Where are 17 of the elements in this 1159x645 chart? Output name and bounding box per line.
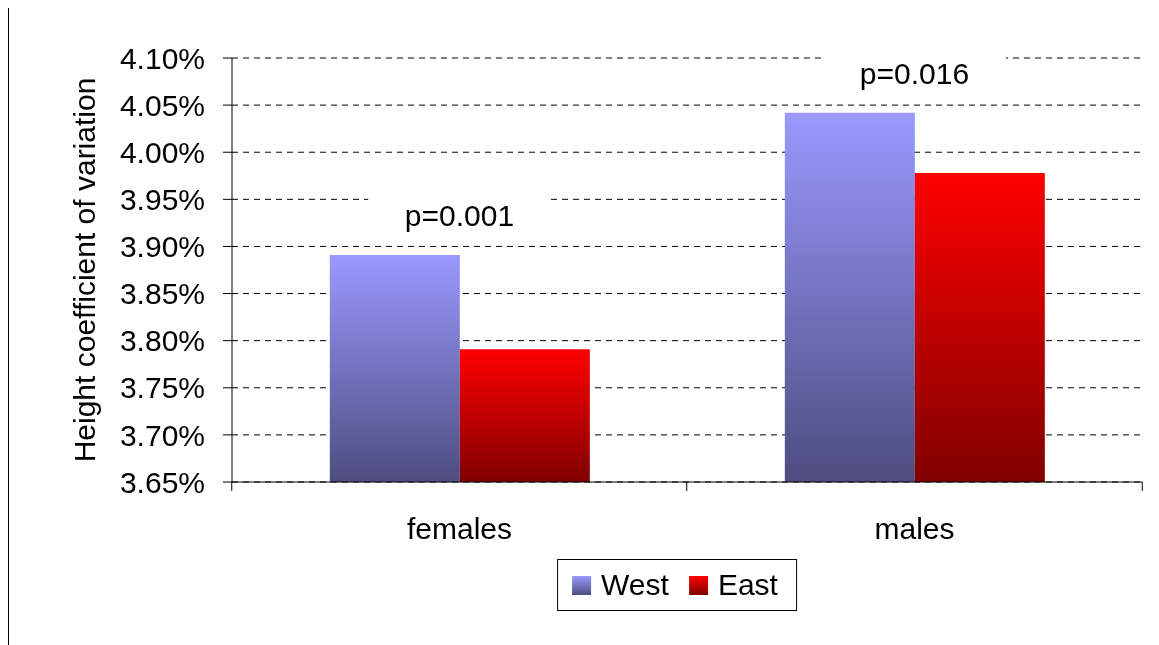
legend-label: West — [601, 567, 669, 603]
y-tick-label: 4.05% — [119, 88, 205, 122]
y-tick-label: 4.00% — [119, 135, 205, 169]
x-tick-label: males — [874, 511, 955, 545]
y-tick-label: 3.85% — [119, 277, 205, 311]
y-axis-title: Height coefficient of variation — [67, 77, 101, 463]
y-tick-label: 3.75% — [119, 371, 205, 405]
legend-label: East — [717, 567, 778, 603]
annotation: p=0.001 — [404, 198, 515, 232]
y-tick-label: 3.80% — [119, 324, 205, 358]
y-tick-label: 3.70% — [119, 418, 205, 452]
y-tick-label: 3.90% — [119, 230, 205, 264]
y-tick-label: 3.65% — [119, 465, 205, 499]
y-tick-label: 4.10% — [119, 41, 205, 75]
annotation: p=0.016 — [859, 56, 970, 90]
y-tick-label: 3.95% — [119, 182, 205, 216]
x-tick-label: females — [406, 511, 513, 545]
